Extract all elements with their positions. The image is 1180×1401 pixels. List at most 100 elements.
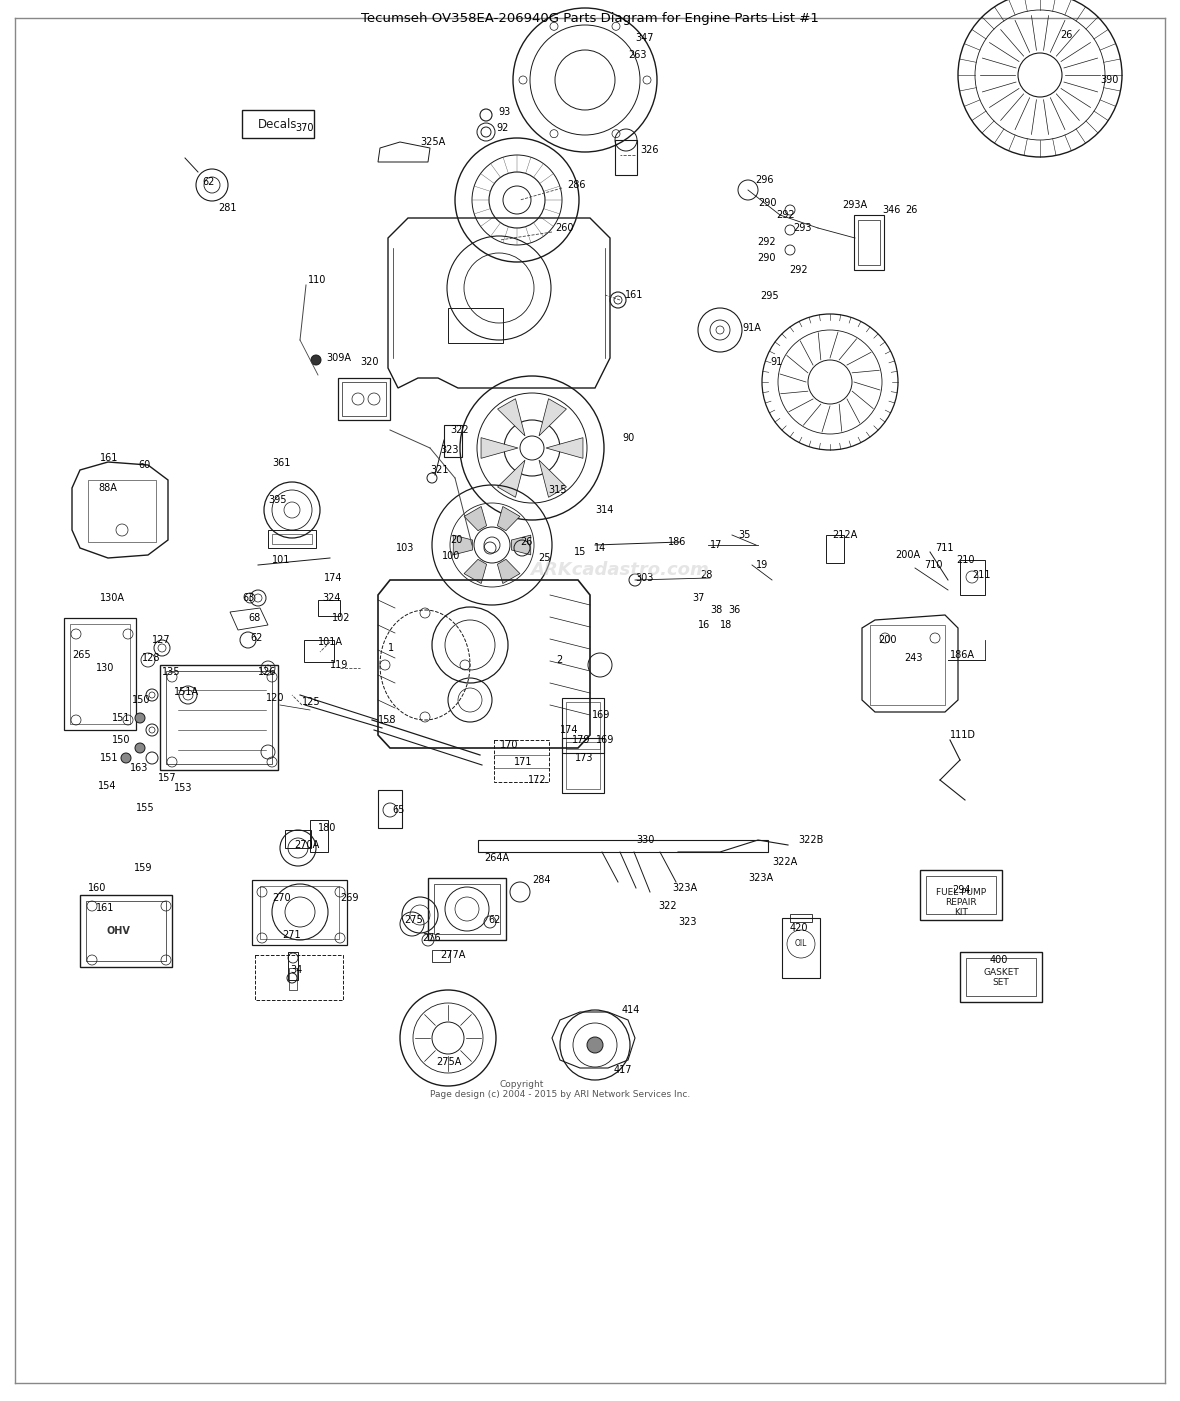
Polygon shape: [546, 437, 583, 458]
Text: 158: 158: [378, 715, 396, 724]
Bar: [966, 958, 1036, 996]
Text: 326: 326: [640, 144, 658, 156]
Text: 361: 361: [273, 458, 290, 468]
Circle shape: [122, 752, 131, 764]
Text: 91: 91: [771, 357, 782, 367]
Text: 16: 16: [699, 621, 710, 630]
Text: Tecumseh OV358EA-206940G Parts Diagram for Engine Parts List #1: Tecumseh OV358EA-206940G Parts Diagram f…: [361, 13, 819, 25]
Text: SET: SET: [992, 978, 1009, 986]
Text: 159: 159: [135, 863, 152, 873]
Text: Page design (c) 2004 - 2015 by ARI Network Services Inc.: Page design (c) 2004 - 2015 by ARI Netwo…: [430, 1090, 690, 1098]
Bar: [160, 665, 278, 771]
Text: 120: 120: [266, 693, 284, 703]
Text: 119: 119: [330, 660, 348, 670]
Bar: [870, 625, 945, 705]
Text: 180: 180: [317, 822, 336, 834]
Text: ARKcadastro.com: ARKcadastro.com: [530, 560, 709, 579]
Circle shape: [135, 743, 145, 752]
Text: 65: 65: [392, 806, 405, 815]
Text: 417: 417: [614, 1065, 632, 1075]
Text: 88A: 88A: [98, 483, 117, 493]
Text: 170: 170: [500, 740, 518, 750]
Text: 323: 323: [440, 446, 459, 455]
Bar: [926, 876, 996, 913]
Text: 151: 151: [112, 713, 131, 723]
Text: 161: 161: [100, 453, 118, 462]
Text: 710: 710: [924, 560, 943, 570]
Text: 100: 100: [442, 551, 460, 560]
Bar: [255, 955, 343, 1000]
Text: 169: 169: [596, 736, 615, 745]
Text: 174: 174: [324, 573, 342, 583]
Text: 263: 263: [628, 50, 647, 60]
Text: 323: 323: [678, 918, 696, 927]
Bar: [378, 790, 402, 828]
Text: 17: 17: [710, 539, 722, 551]
Text: 711: 711: [935, 544, 953, 553]
Text: 186: 186: [668, 537, 687, 546]
Text: OIL: OIL: [795, 940, 807, 948]
Polygon shape: [453, 535, 473, 555]
Bar: [428, 878, 506, 940]
Text: 260: 260: [555, 223, 573, 233]
Bar: [64, 618, 136, 730]
Text: 91A: 91A: [742, 324, 761, 333]
Text: 127: 127: [152, 635, 171, 644]
Text: 323A: 323A: [671, 883, 697, 892]
Bar: [70, 623, 130, 724]
Text: 275: 275: [404, 915, 422, 925]
Bar: [260, 885, 339, 939]
Text: 60: 60: [138, 460, 150, 469]
Text: KIT: KIT: [955, 908, 968, 918]
Text: 322: 322: [450, 425, 468, 434]
Text: 179: 179: [572, 736, 590, 745]
Text: 150: 150: [132, 695, 151, 705]
Text: 347: 347: [635, 34, 654, 43]
Text: 37: 37: [691, 593, 704, 602]
Text: 323A: 323A: [748, 873, 773, 883]
Bar: [566, 743, 599, 789]
Text: 101: 101: [273, 555, 290, 565]
Bar: [268, 530, 316, 548]
Text: 150: 150: [112, 736, 131, 745]
Text: OHV: OHV: [106, 926, 130, 936]
Text: 14: 14: [594, 544, 607, 553]
Text: 25: 25: [538, 553, 551, 563]
Bar: [826, 535, 844, 563]
Bar: [242, 111, 314, 139]
Bar: [432, 950, 450, 962]
Text: Decals: Decals: [258, 118, 297, 130]
Text: 28: 28: [700, 570, 713, 580]
Text: 36: 36: [728, 605, 740, 615]
Text: 154: 154: [98, 780, 117, 792]
Text: 390: 390: [1100, 76, 1119, 85]
Text: 63: 63: [242, 593, 254, 602]
Text: 290: 290: [758, 254, 775, 263]
Text: 93: 93: [498, 106, 510, 118]
Bar: [858, 220, 880, 265]
Text: 243: 243: [904, 653, 923, 663]
Text: 281: 281: [218, 203, 236, 213]
Text: 35: 35: [738, 530, 750, 539]
Text: 315: 315: [548, 485, 566, 495]
Text: 395: 395: [268, 495, 287, 504]
Text: 155: 155: [136, 803, 155, 813]
Text: 111D: 111D: [950, 730, 976, 740]
Bar: [80, 895, 172, 967]
Text: 157: 157: [158, 773, 177, 783]
Text: 293A: 293A: [843, 200, 867, 210]
Text: 324: 324: [322, 593, 341, 602]
Circle shape: [586, 1037, 603, 1054]
Bar: [494, 740, 549, 782]
Circle shape: [135, 713, 145, 723]
Text: 325A: 325A: [420, 137, 445, 147]
Bar: [920, 870, 1002, 920]
Polygon shape: [498, 507, 520, 531]
Text: 277A: 277A: [440, 950, 465, 960]
Text: 284: 284: [532, 876, 551, 885]
Bar: [562, 698, 604, 752]
Text: 211: 211: [972, 570, 990, 580]
Bar: [88, 481, 156, 542]
Text: 270: 270: [273, 892, 290, 904]
Text: 18: 18: [720, 621, 733, 630]
